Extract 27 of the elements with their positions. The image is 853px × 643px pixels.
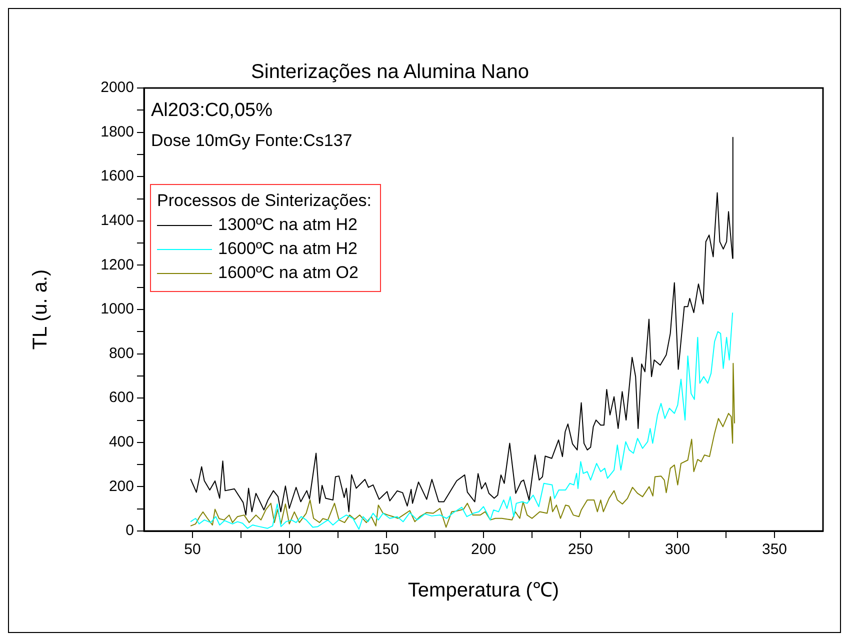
legend-label: 1600ºC na atm H2 (218, 238, 358, 260)
x-tick-label: 150 (374, 541, 400, 558)
y-tick-label: 1000 (100, 300, 134, 318)
legend-label: 1300ºC na atm H2 (218, 214, 358, 236)
chart-title: Sinterizações na Alumina Nano (251, 61, 529, 83)
y-tick-label: 1400 (100, 212, 134, 230)
y-tick-label: 1200 (100, 256, 134, 274)
y-tick-label: 800 (108, 344, 134, 362)
y-tick-label: 2000 (100, 79, 134, 96)
legend-label: 1600ºC na atm O2 (218, 262, 358, 284)
x-tick-label: 350 (762, 541, 788, 558)
x-tick-label: 50 (184, 541, 201, 558)
y-tick-label: 400 (108, 434, 134, 451)
x-tick-label: 250 (568, 541, 594, 558)
y-tick-label: 1800 (100, 123, 134, 140)
legend-title: Processos de Sinterizações: (157, 190, 372, 212)
y-tick-label: 0 (126, 522, 134, 540)
y-tick-label: 600 (108, 389, 134, 406)
y-tick-label: 200 (108, 478, 134, 495)
y-axis-title: TL (u. a.) (30, 269, 52, 350)
x-axis-title: Temperatura (℃) (408, 580, 560, 602)
x-tick-label: 300 (664, 541, 690, 558)
annotation: Dose 10mGy Fonte:Cs137 (151, 131, 352, 150)
x-tick-label: 100 (276, 541, 302, 558)
annotation: Al203:C0,05% (151, 100, 273, 121)
x-tick-label: 200 (470, 541, 496, 558)
y-tick-label: 1600 (100, 168, 134, 185)
